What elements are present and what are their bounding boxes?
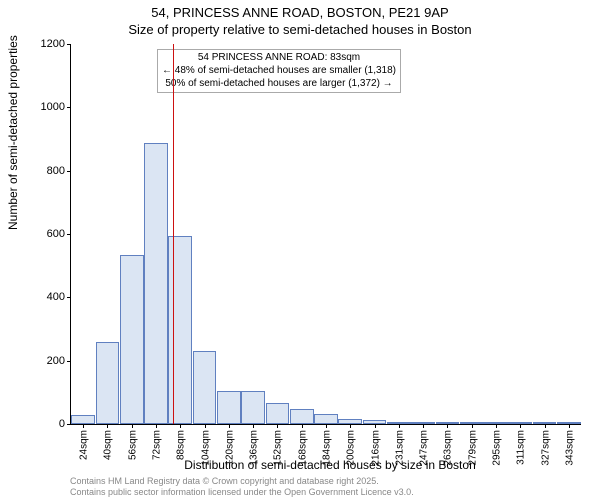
x-tick-label: 24sqm (77, 430, 90, 460)
histogram-bar (193, 351, 217, 424)
annotation-line1: 54 PRINCESS ANNE ROAD: 83sqm (162, 52, 396, 65)
x-tick-mark (156, 424, 157, 428)
x-tick-mark (229, 424, 230, 428)
histogram-bar (314, 414, 338, 424)
property-marker-line (173, 44, 175, 424)
histogram-bar (266, 403, 290, 424)
x-tick-mark (326, 424, 327, 428)
y-tick-mark (67, 361, 71, 362)
histogram-bar (71, 415, 95, 425)
x-tick-mark (569, 424, 570, 428)
x-tick-mark (107, 424, 108, 428)
x-tick-label: 72sqm (150, 430, 163, 460)
annotation-line3: 50% of semi-detached houses are larger (… (162, 78, 396, 91)
chart-title-line1: 54, PRINCESS ANNE ROAD, BOSTON, PE21 9AP (0, 5, 600, 20)
x-tick-mark (399, 424, 400, 428)
y-tick-mark (67, 297, 71, 298)
plot-area: 54 PRINCESS ANNE ROAD: 83sqm ← 48% of se… (70, 44, 581, 425)
histogram-bar (144, 143, 168, 424)
histogram-bar (96, 342, 120, 424)
y-axis-label: Number of semi-detached properties (6, 35, 20, 230)
annotation-line2: ← 48% of semi-detached houses are smalle… (162, 65, 396, 78)
x-tick-mark (496, 424, 497, 428)
x-tick-label: 56sqm (125, 430, 138, 460)
footer-attribution-2: Contains public sector information licen… (70, 487, 414, 497)
x-tick-mark (375, 424, 376, 428)
x-tick-mark (545, 424, 546, 428)
histogram-bar (290, 409, 314, 424)
x-tick-mark (205, 424, 206, 428)
x-tick-mark (472, 424, 473, 428)
y-tick-mark (67, 107, 71, 108)
x-tick-label: 40sqm (101, 430, 114, 460)
histogram-bar (120, 255, 144, 424)
footer-attribution-1: Contains HM Land Registry data © Crown c… (70, 476, 379, 486)
annotation-box: 54 PRINCESS ANNE ROAD: 83sqm ← 48% of se… (157, 49, 401, 93)
x-tick-mark (132, 424, 133, 428)
x-tick-label: 88sqm (174, 430, 187, 460)
chart-container: 54, PRINCESS ANNE ROAD, BOSTON, PE21 9AP… (0, 0, 600, 500)
y-tick-mark (67, 234, 71, 235)
x-tick-mark (520, 424, 521, 428)
x-tick-mark (83, 424, 84, 428)
y-tick-mark (67, 424, 71, 425)
x-tick-mark (180, 424, 181, 428)
x-tick-mark (447, 424, 448, 428)
x-tick-mark (277, 424, 278, 428)
y-tick-mark (67, 44, 71, 45)
x-tick-mark (302, 424, 303, 428)
x-tick-mark (350, 424, 351, 428)
x-tick-mark (423, 424, 424, 428)
histogram-bar (241, 391, 265, 424)
x-tick-mark (253, 424, 254, 428)
x-axis-label: Distribution of semi-detached houses by … (0, 458, 600, 472)
y-tick-mark (67, 171, 71, 172)
histogram-bar (217, 391, 241, 424)
chart-title-line2: Size of property relative to semi-detach… (0, 22, 600, 37)
